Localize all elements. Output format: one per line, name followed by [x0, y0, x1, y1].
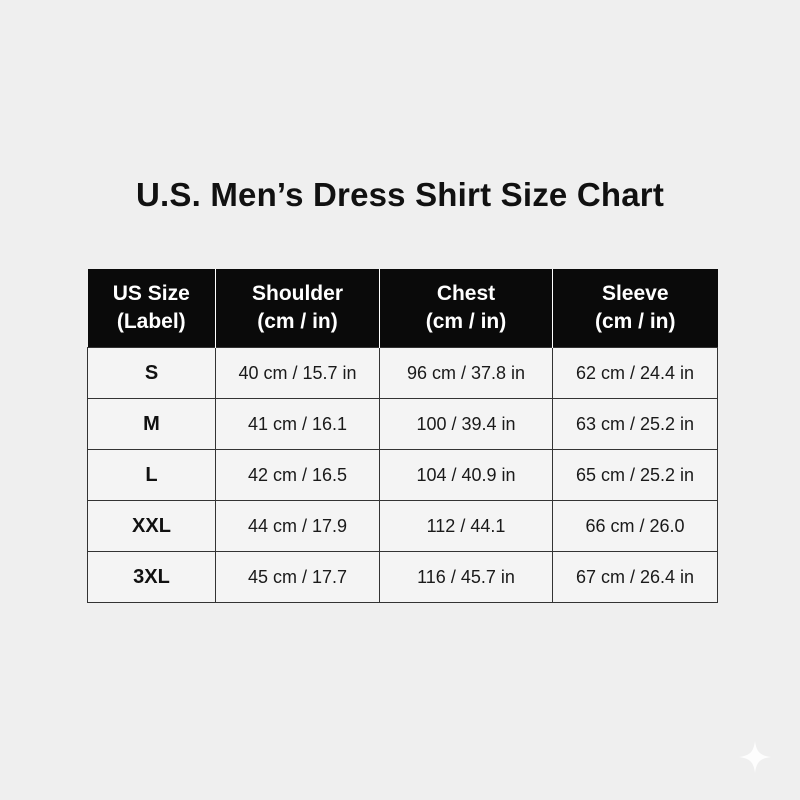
chest-cell: 96 cm / 37.8 in [379, 347, 553, 399]
table-row: 3XL 45 cm / 17.7 116 / 45.7 in 67 cm / 2… [87, 551, 718, 603]
size-label-cell: S [87, 347, 216, 399]
table-row: L 42 cm / 16.5 104 / 40.9 in 65 cm / 25.… [87, 449, 718, 501]
header-unit: (cm / in) [594, 310, 676, 333]
shoulder-cell: 40 cm / 15.7 in [215, 347, 380, 399]
header-us-size: US Size (Label) [87, 269, 216, 348]
shoulder-cell: 41 cm / 16.1 [215, 398, 380, 450]
chest-cell: 116 / 45.7 in [379, 551, 553, 603]
header-sleeve: Sleeve (cm / in) [552, 269, 718, 348]
chest-cell: 100 / 39.4 in [379, 398, 553, 450]
header-label: US Size [112, 282, 190, 305]
header-shoulder: Shoulder (cm / in) [215, 269, 380, 348]
size-label-cell: 3XL [87, 551, 216, 603]
size-label-cell: L [87, 449, 216, 501]
shoulder-cell: 44 cm / 17.9 [215, 500, 380, 552]
table-row: XXL 44 cm / 17.9 112 / 44.1 66 cm / 26.0 [87, 500, 718, 552]
header-label: Chest [436, 282, 496, 305]
size-label-cell: M [87, 398, 216, 450]
chest-cell: 112 / 44.1 [379, 500, 553, 552]
sparkle-icon [739, 741, 771, 773]
sleeve-cell: 62 cm / 24.4 in [552, 347, 718, 399]
header-unit: (cm / in) [257, 310, 338, 333]
sleeve-cell: 65 cm / 25.2 in [552, 449, 718, 501]
shoulder-cell: 45 cm / 17.7 [215, 551, 380, 603]
chest-cell: 104 / 40.9 in [379, 449, 553, 501]
header-unit: (Label) [116, 310, 186, 333]
header-label: Shoulder [251, 282, 343, 305]
table-row: M 41 cm / 16.1 100 / 39.4 in 63 cm / 25.… [87, 398, 718, 450]
header-unit: (cm / in) [425, 310, 507, 333]
sleeve-cell: 66 cm / 26.0 [552, 500, 718, 552]
table-row: S 40 cm / 15.7 in 96 cm / 37.8 in 62 cm … [87, 347, 718, 399]
size-chart-table: US Size (Label) Shoulder (cm / in) Chest… [87, 269, 718, 603]
sleeve-cell: 63 cm / 25.2 in [552, 398, 718, 450]
sleeve-cell: 67 cm / 26.4 in [552, 551, 718, 603]
page-title: U.S. Men’s Dress Shirt Size Chart [135, 176, 665, 213]
header-chest: Chest (cm / in) [379, 269, 553, 348]
shoulder-cell: 42 cm / 16.5 [215, 449, 380, 501]
header-label: Sleeve [601, 282, 669, 305]
table-header-row: US Size (Label) Shoulder (cm / in) Chest… [87, 269, 718, 348]
size-label-cell: XXL [87, 500, 216, 552]
